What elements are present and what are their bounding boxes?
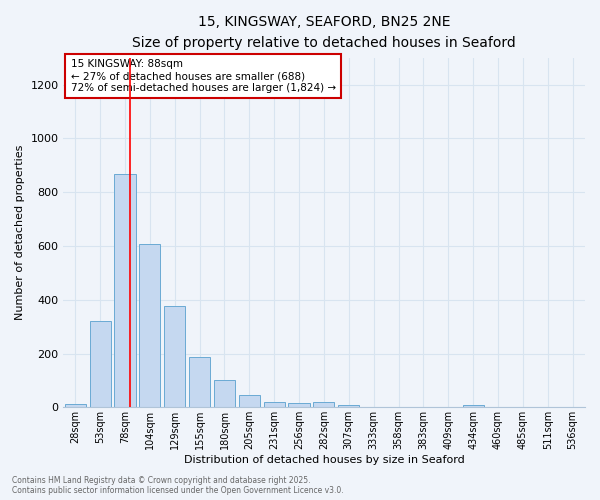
- Bar: [463, 405, 484, 407]
- Bar: [263, 402, 285, 407]
- Bar: [89, 320, 111, 408]
- Bar: [65, 404, 86, 407]
- Bar: [289, 402, 310, 407]
- Bar: [338, 405, 359, 407]
- Bar: [189, 356, 210, 408]
- X-axis label: Distribution of detached houses by size in Seaford: Distribution of detached houses by size …: [184, 455, 464, 465]
- Title: 15, KINGSWAY, SEAFORD, BN25 2NE
Size of property relative to detached houses in : 15, KINGSWAY, SEAFORD, BN25 2NE Size of …: [132, 15, 516, 50]
- Bar: [139, 244, 160, 408]
- Text: 15 KINGSWAY: 88sqm
← 27% of detached houses are smaller (688)
72% of semi-detach: 15 KINGSWAY: 88sqm ← 27% of detached hou…: [71, 60, 336, 92]
- Bar: [164, 306, 185, 408]
- Text: Contains HM Land Registry data © Crown copyright and database right 2025.
Contai: Contains HM Land Registry data © Crown c…: [12, 476, 344, 495]
- Bar: [214, 380, 235, 407]
- Bar: [313, 402, 334, 407]
- Bar: [115, 174, 136, 408]
- Bar: [239, 394, 260, 407]
- Y-axis label: Number of detached properties: Number of detached properties: [15, 145, 25, 320]
